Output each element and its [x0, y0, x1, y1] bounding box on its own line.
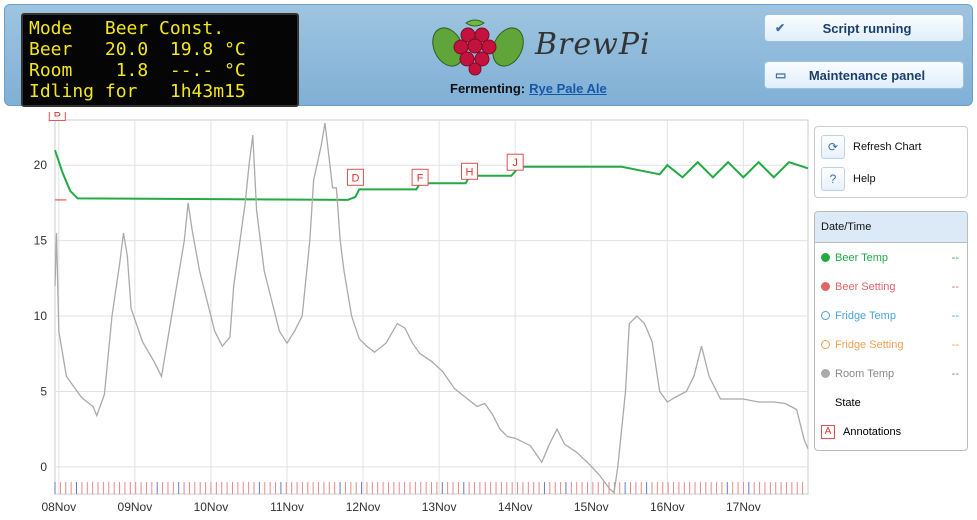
legend-value: --: [951, 280, 959, 293]
legend-item-annotations[interactable]: A Annotations: [815, 417, 967, 446]
x-tick-label: 08Nov: [41, 500, 76, 514]
lcd-line-mode: Mode Beer Const.: [29, 18, 225, 39]
y-tick-label: 5: [40, 384, 47, 398]
x-tick-label: 17Nov: [726, 500, 761, 514]
annotation-label: D: [351, 172, 359, 184]
legend-label: Room Temp: [835, 367, 895, 380]
beer-name-link[interactable]: Rye Pale Ale: [529, 81, 607, 96]
lcd-line-beer: Beer 20.0 19.8 °C: [29, 39, 246, 60]
annotation-label: B: [54, 112, 61, 119]
legend-dot-icon: [821, 369, 830, 378]
annotation-icon: A: [821, 424, 835, 439]
refresh-chart-label: Refresh Chart: [853, 141, 922, 153]
series-room-temp-line: [54, 122, 809, 494]
legend-value: --: [951, 251, 959, 264]
legend-label: Beer Setting: [835, 280, 896, 293]
chart-tools-panel: ⟳ Refresh Chart ? Help: [814, 126, 968, 198]
refresh-icon: ⟳: [821, 135, 845, 159]
annotation-marker: [346, 168, 364, 186]
legend-item-state[interactable]: State: [815, 388, 967, 417]
legend-item-beer-setting[interactable]: Beer Setting --: [815, 272, 967, 301]
x-tick-label: 10Nov: [194, 500, 229, 514]
annotation-label: H: [466, 166, 474, 178]
script-status-label: Script running: [822, 20, 912, 36]
raspberry-logo-icon: [432, 19, 524, 76]
y-tick-label: 10: [34, 309, 48, 323]
legend-value: --: [951, 338, 959, 351]
help-icon: ?: [821, 167, 845, 191]
legend-label: Fridge Setting: [835, 338, 904, 351]
brand-name: BrewPi: [535, 27, 651, 62]
legend-dot-icon: [821, 311, 830, 320]
annotation-label: F: [417, 172, 424, 184]
plot-area: [54, 119, 809, 495]
fermenting-label: Fermenting:: [450, 81, 526, 96]
lcd-display: Mode Beer Const. Beer 20.0 19.8 °C Room …: [21, 13, 299, 107]
legend-item-fridge-temp[interactable]: Fridge Temp --: [815, 301, 967, 330]
x-tick-label: 12Nov: [346, 500, 381, 514]
legend-item-room-temp[interactable]: Room Temp --: [815, 359, 967, 388]
script-status-button[interactable]: ✔ Script running: [764, 14, 964, 42]
legend-label: Fridge Temp: [835, 309, 896, 322]
lcd-line-status: Idling for 1h43m15: [29, 81, 246, 102]
legend-dot-icon: [821, 340, 830, 349]
y-tick-label: 20: [34, 158, 48, 172]
legend-annotations-label: Annotations: [843, 425, 902, 438]
y-tick-label: 15: [34, 234, 48, 248]
header-bar: Mode Beer Const. Beer 20.0 19.8 °C Room …: [4, 4, 973, 107]
help-button[interactable]: ? Help: [821, 167, 876, 191]
x-tick-label: 14Nov: [498, 500, 533, 514]
annotation-marker: [461, 162, 479, 180]
legend-value: --: [951, 309, 959, 322]
fermenting-info: Fermenting: Rye Pale Ale: [450, 81, 607, 96]
help-label: Help: [853, 173, 876, 185]
legend-item-beer-temp[interactable]: Beer Temp --: [815, 243, 967, 272]
x-tick-label: 11Nov: [270, 500, 304, 514]
annotation-label: J: [512, 157, 518, 169]
legend-dot-icon: [821, 253, 830, 262]
check-icon: ✔: [775, 21, 786, 35]
x-tick-label: 16Nov: [650, 500, 685, 514]
maintenance-panel-button[interactable]: ▭ Maintenance panel: [764, 61, 964, 89]
series-beer-temp-line: [54, 149, 809, 201]
chart-legend: Date/Time Beer Temp -- Beer Setting -- Fridg…: [814, 211, 968, 451]
temperature-chart[interactable]: 0 5 10 15 20 08Nov 09Nov 10Nov 11Nov 12Nov 13Nov 14…: [0, 112, 812, 520]
legend-item-fridge-setting[interactable]: Fridge Setting --: [815, 330, 967, 359]
legend-state-label: State: [835, 396, 861, 409]
x-tick-label: 15Nov: [574, 500, 609, 514]
window-icon: ▭: [775, 68, 787, 82]
annotation-marker: [411, 168, 429, 186]
annotation-marker: [506, 153, 524, 171]
x-tick-label: 09Nov: [118, 500, 153, 514]
legend-datetime-header: Date/Time: [815, 212, 967, 243]
legend-label: Beer Temp: [835, 251, 888, 264]
maintenance-panel-label: Maintenance panel: [808, 67, 926, 83]
lcd-line-room: Room 1.8 --.- °C: [29, 60, 246, 81]
x-tick-label: 13Nov: [422, 500, 457, 514]
y-tick-label: 0: [40, 460, 47, 474]
legend-value: --: [951, 367, 959, 380]
refresh-chart-button[interactable]: ⟳ Refresh Chart: [821, 135, 921, 159]
legend-dot-icon: [821, 282, 830, 291]
annotation-marker: [48, 112, 66, 121]
